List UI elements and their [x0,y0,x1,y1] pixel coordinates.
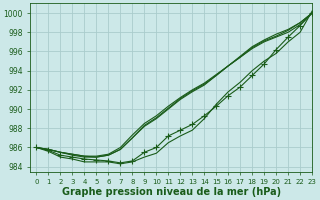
X-axis label: Graphe pression niveau de la mer (hPa): Graphe pression niveau de la mer (hPa) [62,187,281,197]
